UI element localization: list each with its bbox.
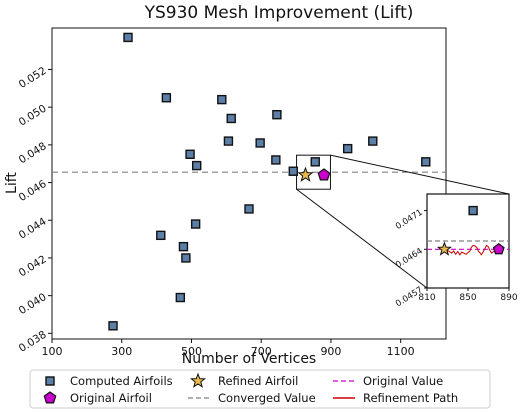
computed-airfoil-point — [244, 204, 254, 214]
x-tick-label: 900 — [320, 345, 341, 358]
computed-airfoil-point — [310, 157, 320, 167]
inset-x-tick-label: 890 — [500, 293, 517, 303]
inset-original-airfoil-point — [492, 243, 505, 255]
computed-airfoil-point — [123, 32, 133, 43]
zoom-connector-line — [296, 188, 428, 289]
zoom-connector-line — [330, 154, 510, 195]
computed-airfoil-point — [226, 113, 236, 124]
computed-airfoil-point — [178, 241, 189, 252]
x-tick-label: 500 — [181, 345, 202, 358]
chart-title: YS930 Mesh Improvement (Lift) — [144, 3, 414, 23]
inset-y-tick-label: 0.0471 — [394, 208, 425, 232]
legend-refined-marker — [189, 372, 207, 388]
computed-airfoil-point — [190, 219, 201, 229]
legend-label: Converged Value — [218, 391, 316, 405]
refinement-path-line — [445, 244, 499, 256]
computed-airfoil-point — [271, 155, 281, 165]
computed-airfoil-point — [191, 160, 202, 171]
computed-airfoil-point — [368, 136, 378, 146]
legend-box — [29, 369, 491, 409]
legend-label: Refined Airfoil — [218, 374, 298, 388]
original-airfoil-point — [317, 168, 331, 181]
scatter-points — [108, 32, 431, 331]
x-axis: 100 300 500 700 900 1100 — [42, 339, 415, 358]
x-tick-label: 1100 — [387, 345, 415, 358]
legend: Computed Airfoils Original Airfoil Refined… — [29, 369, 491, 409]
computed-airfoil-point — [185, 149, 195, 159]
x-tick-label: 300 — [111, 345, 132, 358]
inset-refined-airfoil-point — [436, 241, 452, 256]
legend-original-marker — [43, 391, 57, 404]
computed-airfoil-point — [181, 253, 191, 263]
y-tick-label: 0.040 — [17, 291, 49, 317]
legend-label: Computed Airfoils — [70, 374, 173, 388]
computed-airfoil-point — [255, 138, 265, 148]
y-tick-label: 0.050 — [17, 103, 49, 129]
computed-airfoil-point — [217, 94, 227, 105]
legend-label: Refinement Path — [363, 391, 458, 405]
refined-airfoil-point — [297, 166, 314, 182]
computed-airfoil-point — [421, 157, 431, 167]
y-tick-label: 0.042 — [17, 253, 49, 279]
y-tick-label: 0.044 — [17, 215, 49, 241]
inset-x-tick-label: 850 — [459, 293, 476, 303]
legend-label: Original Value — [363, 374, 443, 388]
computed-airfoil-point — [272, 110, 282, 120]
computed-airfoil-point — [288, 166, 298, 176]
y-tick-label: 0.048 — [17, 140, 49, 166]
computed-airfoil-point — [175, 292, 186, 303]
legend-label: Original Airfoil — [70, 391, 152, 405]
computed-airfoil-point — [108, 321, 118, 331]
computed-airfoil-point — [342, 143, 353, 154]
computed-airfoil-point — [156, 230, 166, 241]
y-tick-label: 0.052 — [17, 65, 49, 91]
y-tick-label: 0.046 — [17, 178, 49, 204]
legend-computed-marker — [45, 376, 55, 386]
inset-x-tick-label: 810 — [418, 293, 435, 303]
computed-airfoil-point — [161, 93, 172, 103]
computed-airfoil-point — [223, 136, 234, 146]
plot-frame — [51, 27, 447, 340]
inset-y-tick-label: 0.0464 — [394, 246, 425, 270]
y-axis-label: Lift — [4, 172, 20, 194]
x-tick-label: 700 — [251, 345, 272, 358]
x-axis-label: Number of Vertices — [182, 351, 316, 367]
x-tick-label: 100 — [42, 345, 63, 358]
inset-computed-airfoil-point — [468, 205, 478, 216]
